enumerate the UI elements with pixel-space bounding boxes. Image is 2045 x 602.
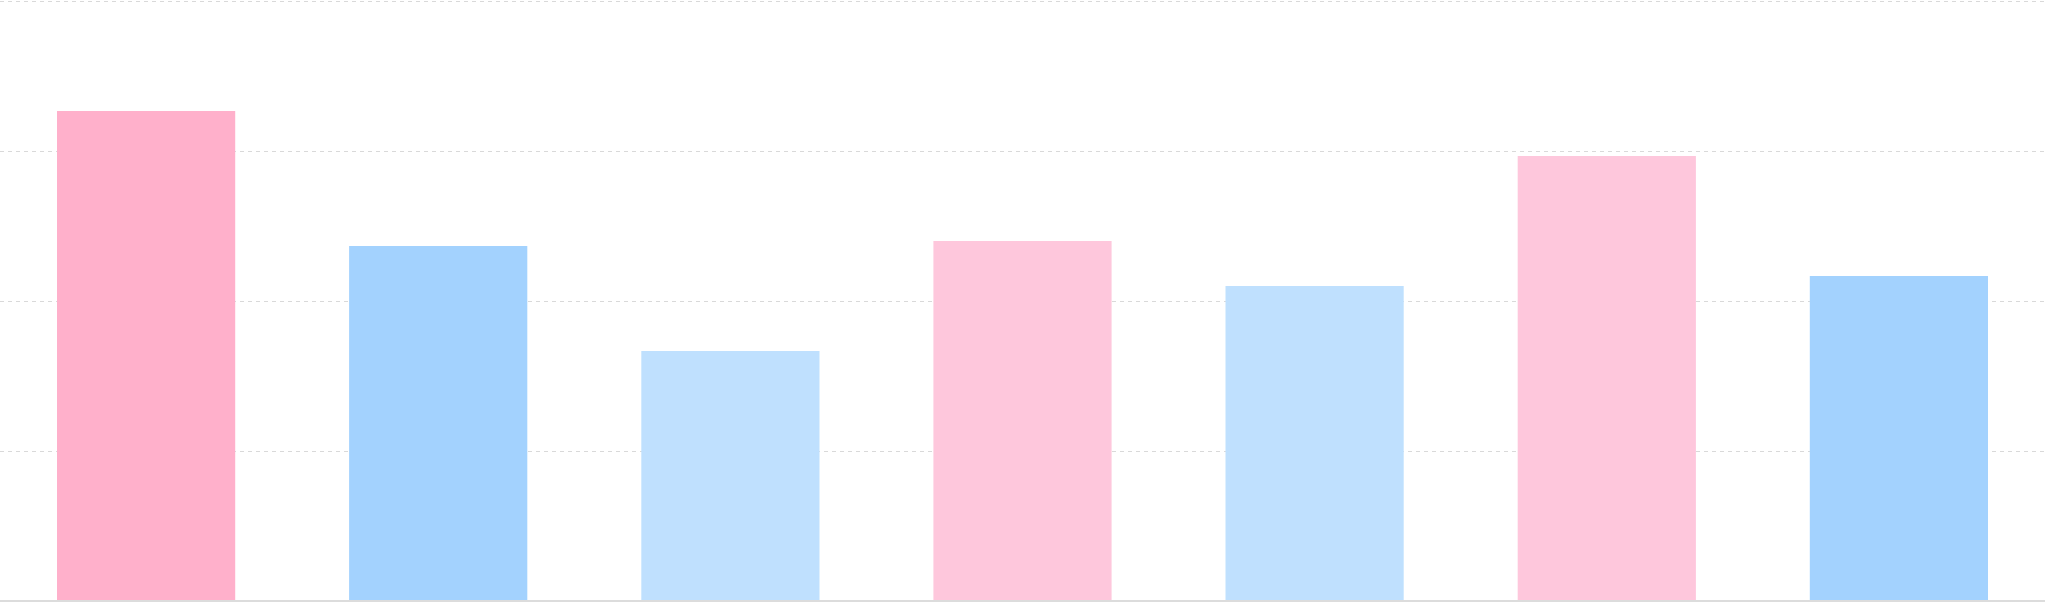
bar-6 <box>1517 156 1696 601</box>
bar-1 <box>57 111 236 601</box>
bar-7 <box>1809 276 1988 601</box>
bar-2 <box>349 246 528 601</box>
bar-4 <box>933 241 1112 601</box>
bars <box>57 111 1988 601</box>
bar-3 <box>641 351 820 601</box>
bar-5 <box>1225 286 1404 601</box>
gridlines <box>0 1 2045 452</box>
